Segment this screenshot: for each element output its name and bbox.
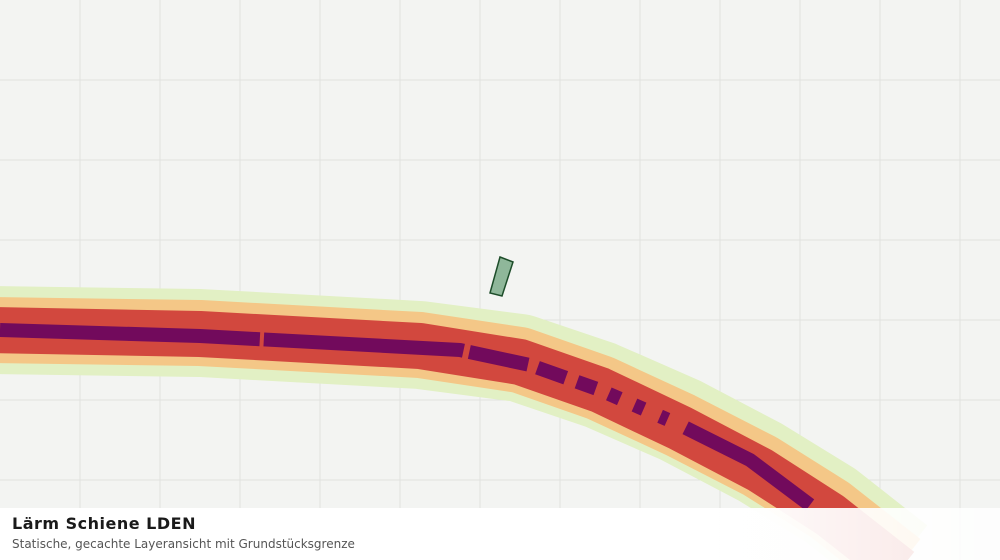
noise-bands (0, 286, 928, 560)
noise-band-highest (0, 323, 815, 511)
layer-subtitle: Statische, gecachte Layeransicht mit Gru… (12, 537, 355, 551)
layer-title: Lärm Schiene LDEN (12, 514, 196, 533)
parcel-boundary[interactable] (489, 256, 514, 297)
info-panel: Lärm Schiene LDEN Statische, gecachte La… (0, 508, 1000, 560)
